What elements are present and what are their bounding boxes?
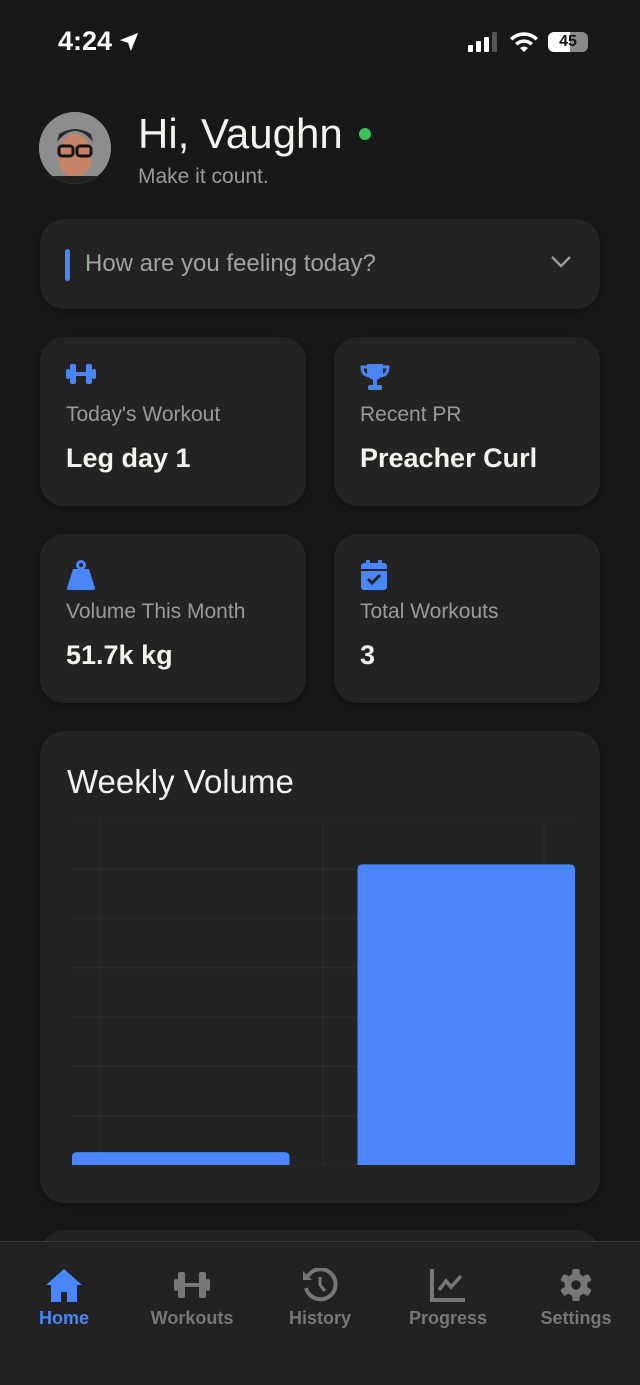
history-icon [303,1268,338,1302]
stat-card-recent-pr[interactable]: Recent PR Preacher Curl [334,337,600,506]
chevron-down-icon [551,256,571,268]
status-time: 4:24 [58,26,140,57]
home-icon [46,1269,82,1302]
stat-card-todays-workout[interactable]: Today's Workout Leg day 1 [40,337,306,506]
weekly-volume-card: Weekly Volume [40,731,600,1203]
weekly-volume-chart [72,820,575,1165]
stat-card-total-workouts[interactable]: Total Workouts 3 [334,534,600,703]
stat-card-volume[interactable]: Volume This Month 51.7k kg [40,534,306,703]
chart-title: Weekly Volume [67,763,294,800]
bar [357,864,575,1165]
text-cursor [65,249,70,281]
nav-home[interactable]: Home [9,1268,119,1329]
mood-dropdown[interactable]: How are you feeling today? [40,219,600,309]
nav-workouts[interactable]: Workouts [137,1268,247,1329]
dumbbell-icon [174,1272,210,1298]
nav-history[interactable]: History [265,1268,375,1329]
mood-placeholder: How are you feeling today? [85,250,376,277]
location-arrow-icon [119,32,139,51]
bar [72,1152,290,1165]
wifi-icon [510,32,538,52]
nav-progress[interactable]: Progress [393,1268,503,1329]
gear-icon [560,1268,592,1302]
weight-icon [67,560,95,590]
calendar-check-icon [361,560,387,590]
nav-settings[interactable]: Settings [521,1268,631,1329]
subtitle: Make it count. [138,165,269,188]
greeting: Hi, Vaughn [138,110,371,158]
chart-line-icon [430,1269,465,1302]
trophy-icon [360,364,390,390]
bottom-nav: Home Workouts History Progress Settings [0,1241,640,1385]
online-status-dot [358,128,371,140]
avatar[interactable] [39,112,111,184]
avatar-photo [39,112,111,184]
signal-icon [468,32,497,52]
battery-icon: 45 [548,32,588,52]
dumbbell-icon [66,364,96,384]
status-icons: 45 [468,32,588,52]
